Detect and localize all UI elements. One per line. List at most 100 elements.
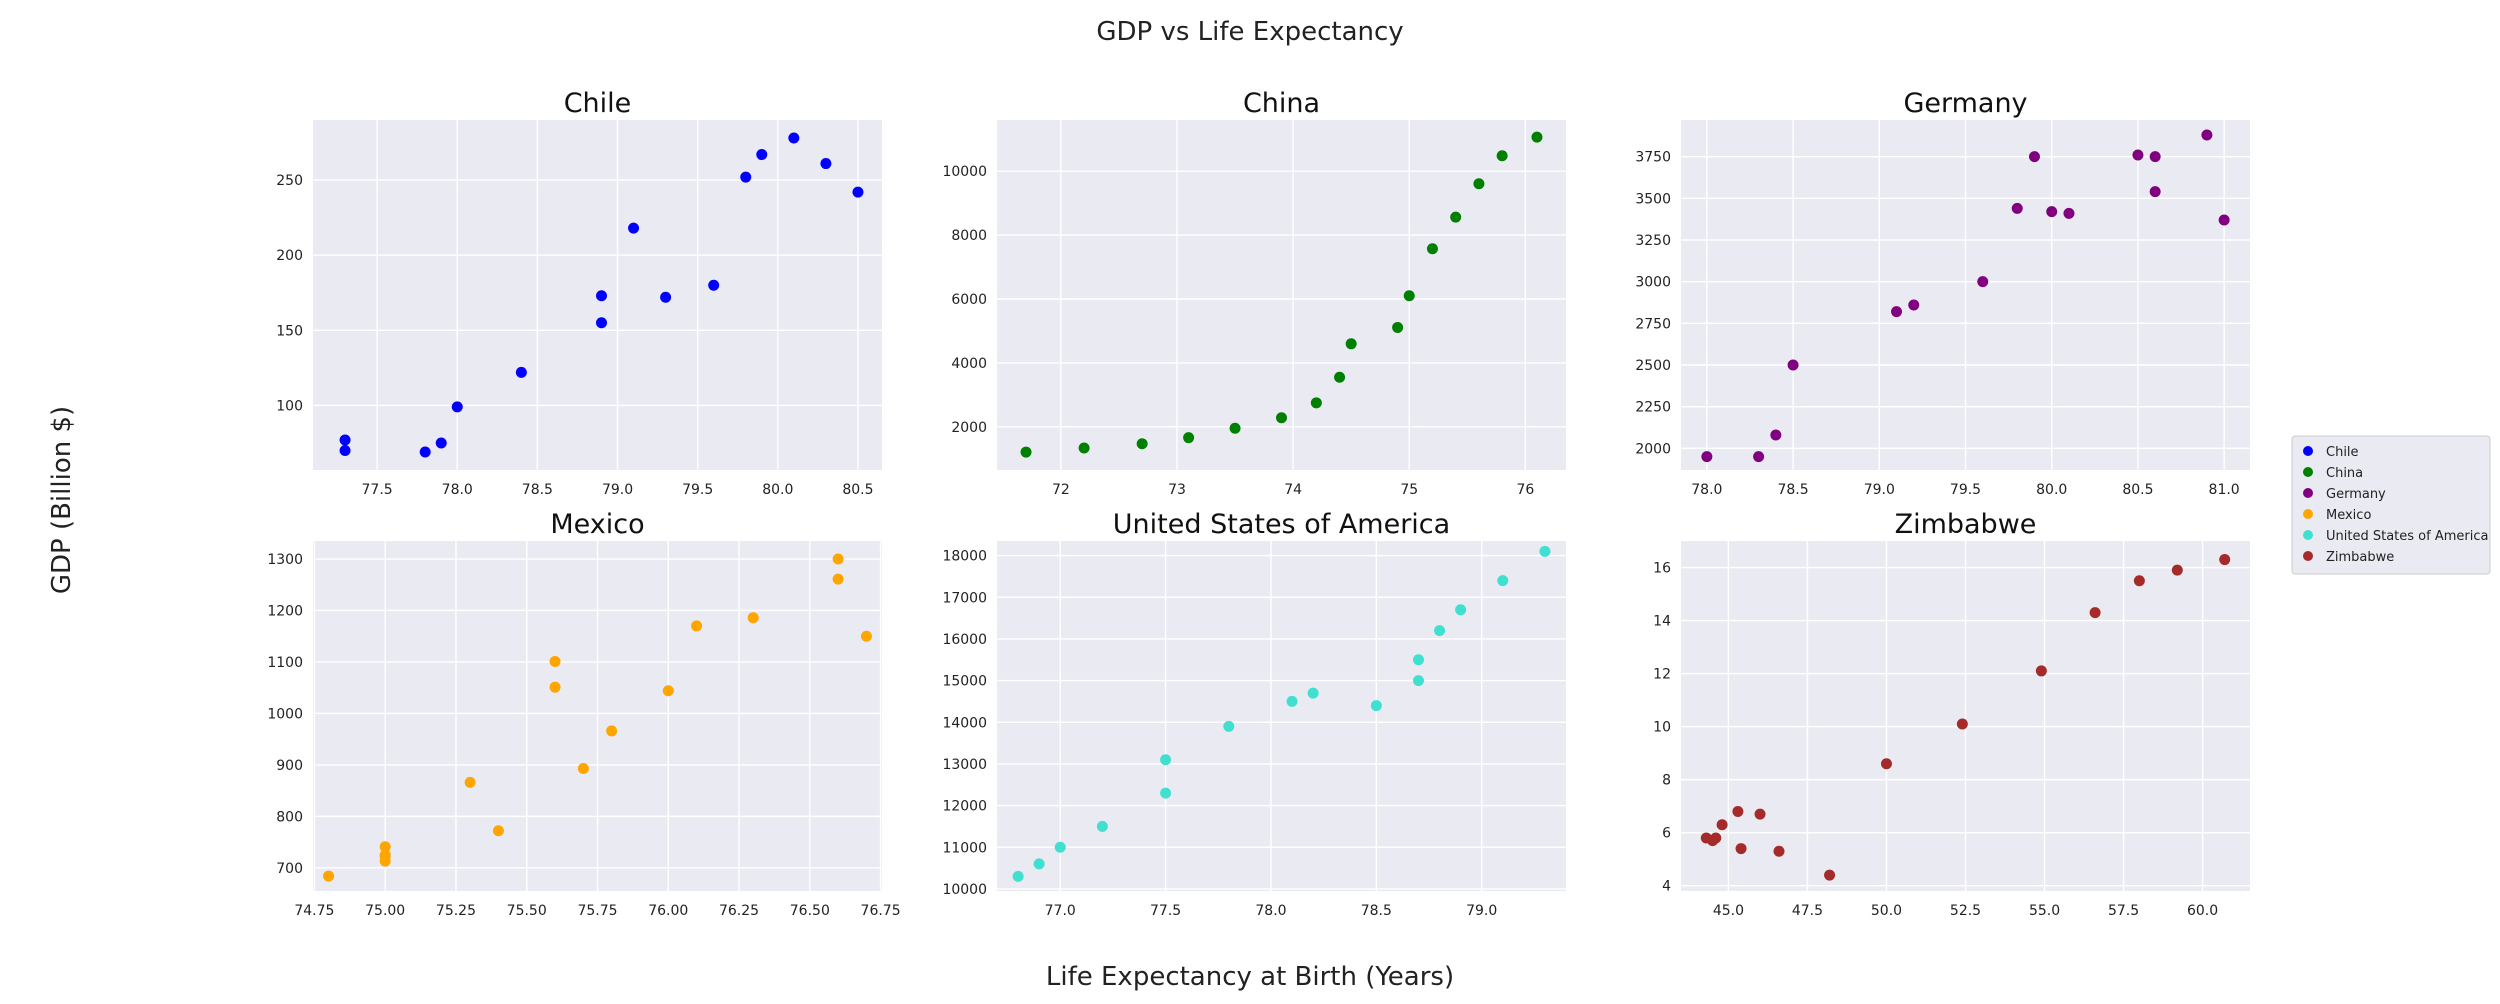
y-tick-label: 700 — [276, 861, 303, 877]
y-tick-label: 800 — [276, 809, 303, 825]
data-point — [628, 222, 640, 234]
y-tick-label: 6 — [1662, 826, 1671, 842]
data-point — [691, 620, 703, 632]
data-point — [2028, 151, 2040, 163]
data-point — [596, 290, 608, 302]
data-point — [1497, 575, 1509, 587]
x-tick-label: 47.5 — [1792, 903, 1823, 919]
legend-label: Germany — [2326, 487, 2386, 502]
data-point — [1160, 754, 1172, 766]
data-point — [435, 437, 447, 449]
legend-label: Chile — [2326, 445, 2359, 460]
data-point — [2219, 554, 2231, 566]
legend-box — [2291, 435, 2491, 575]
legend-marker — [2303, 467, 2313, 477]
x-tick-label: 79.5 — [682, 482, 713, 498]
data-point — [1229, 422, 1241, 434]
y-tick-label: 17000 — [942, 590, 987, 606]
x-tick-label: 81.0 — [2209, 482, 2240, 498]
x-tick-label: 78.5 — [522, 482, 553, 498]
x-tick-label: 57.5 — [2108, 903, 2139, 919]
data-point — [1956, 718, 1968, 730]
data-point — [2035, 665, 2047, 677]
data-point — [1531, 131, 1543, 143]
x-tick-label: 78.0 — [1255, 903, 1286, 919]
data-point — [451, 401, 463, 413]
data-point — [1160, 787, 1172, 799]
data-point — [1977, 276, 1989, 288]
data-point — [1370, 700, 1382, 712]
data-point — [1880, 758, 1892, 770]
subplot-title: United States of America — [1113, 509, 1450, 540]
y-tick-label: 18000 — [942, 549, 987, 565]
x-tick-label: 73 — [1168, 482, 1186, 498]
data-point — [832, 553, 844, 565]
legend-label: China — [2326, 466, 2363, 481]
data-point — [2011, 202, 2023, 214]
x-tick-label: 79.5 — [1950, 482, 1981, 498]
data-point — [2149, 151, 2161, 163]
data-point — [1701, 451, 1713, 463]
y-tick-label: 1300 — [267, 552, 303, 568]
data-point — [1496, 150, 1508, 162]
y-tick-label: 8 — [1662, 773, 1671, 789]
data-point — [1735, 843, 1747, 855]
x-tick-label: 60.0 — [2187, 903, 2218, 919]
x-tick-label: 80.0 — [762, 482, 793, 498]
data-point — [596, 317, 608, 329]
data-point — [323, 870, 335, 882]
y-tick-label: 3750 — [1635, 150, 1671, 166]
x-tick-label: 75.75 — [577, 903, 617, 919]
x-tick-label: 76.50 — [790, 903, 830, 919]
x-tick-label: 79.0 — [1466, 903, 1497, 919]
x-tick-label: 78.0 — [1691, 482, 1722, 498]
subplot-1: 77.5 78.0 78.5 79.0 79.5 80.0 80.5 100 150 200 250… — [276, 88, 882, 498]
legend-marker — [2303, 509, 2313, 519]
legend-marker — [2303, 488, 2313, 498]
x-tick-label: 74.75 — [294, 903, 334, 919]
y-tick-label: 250 — [276, 173, 303, 189]
y-tick-label: 150 — [276, 323, 303, 339]
x-tick-label: 74 — [1284, 482, 1302, 498]
y-tick-label: 1100 — [267, 655, 303, 671]
data-point — [2171, 564, 2183, 576]
data-point — [1276, 412, 1287, 424]
y-tick-label: 14000 — [942, 715, 987, 731]
x-tick-label: 75 — [1400, 482, 1418, 498]
plot-area — [997, 541, 1566, 891]
data-point — [515, 366, 527, 378]
x-tick-label: 77.5 — [362, 482, 393, 498]
data-point — [1096, 820, 1108, 832]
data-point — [756, 149, 768, 161]
y-tick-label: 16 — [1653, 561, 1671, 577]
data-point — [708, 279, 720, 291]
data-point — [1710, 832, 1722, 844]
x-tick-label: 78.0 — [442, 482, 473, 498]
x-tick-label: 52.5 — [1950, 903, 1981, 919]
x-tick-label: 80.5 — [2122, 482, 2153, 498]
y-tick-label: 6000 — [951, 292, 987, 308]
data-point — [1824, 869, 1836, 881]
data-point — [1078, 442, 1090, 454]
data-point — [1310, 397, 1322, 409]
y-tick-label: 12 — [1653, 667, 1671, 683]
y-tick-label: 10000 — [942, 882, 987, 898]
legend-label: Mexico — [2326, 508, 2371, 523]
y-tick-label: 2000 — [951, 420, 987, 436]
data-point — [1286, 695, 1298, 707]
y-tick-label: 1200 — [267, 603, 303, 619]
y-tick-label: 8000 — [951, 228, 987, 244]
x-tick-label: 80.5 — [842, 482, 873, 498]
figure-title: GDP vs Life Expectancy — [1096, 17, 1403, 47]
legend-marker — [2303, 446, 2313, 456]
data-point — [379, 841, 391, 853]
y-tick-label: 2250 — [1635, 400, 1671, 416]
data-point — [1434, 625, 1446, 637]
legend-marker — [2303, 551, 2313, 561]
subplot-6: 45.0 47.5 50.0 52.5 55.0 57.5 60.0 4 6 8 10 12 14 16 Z… — [1653, 509, 2250, 919]
data-point — [2089, 607, 2101, 619]
data-point — [1136, 438, 1148, 450]
y-tick-label: 14 — [1653, 614, 1671, 630]
data-point — [1773, 845, 1785, 857]
y-tick-label: 11000 — [942, 840, 987, 856]
